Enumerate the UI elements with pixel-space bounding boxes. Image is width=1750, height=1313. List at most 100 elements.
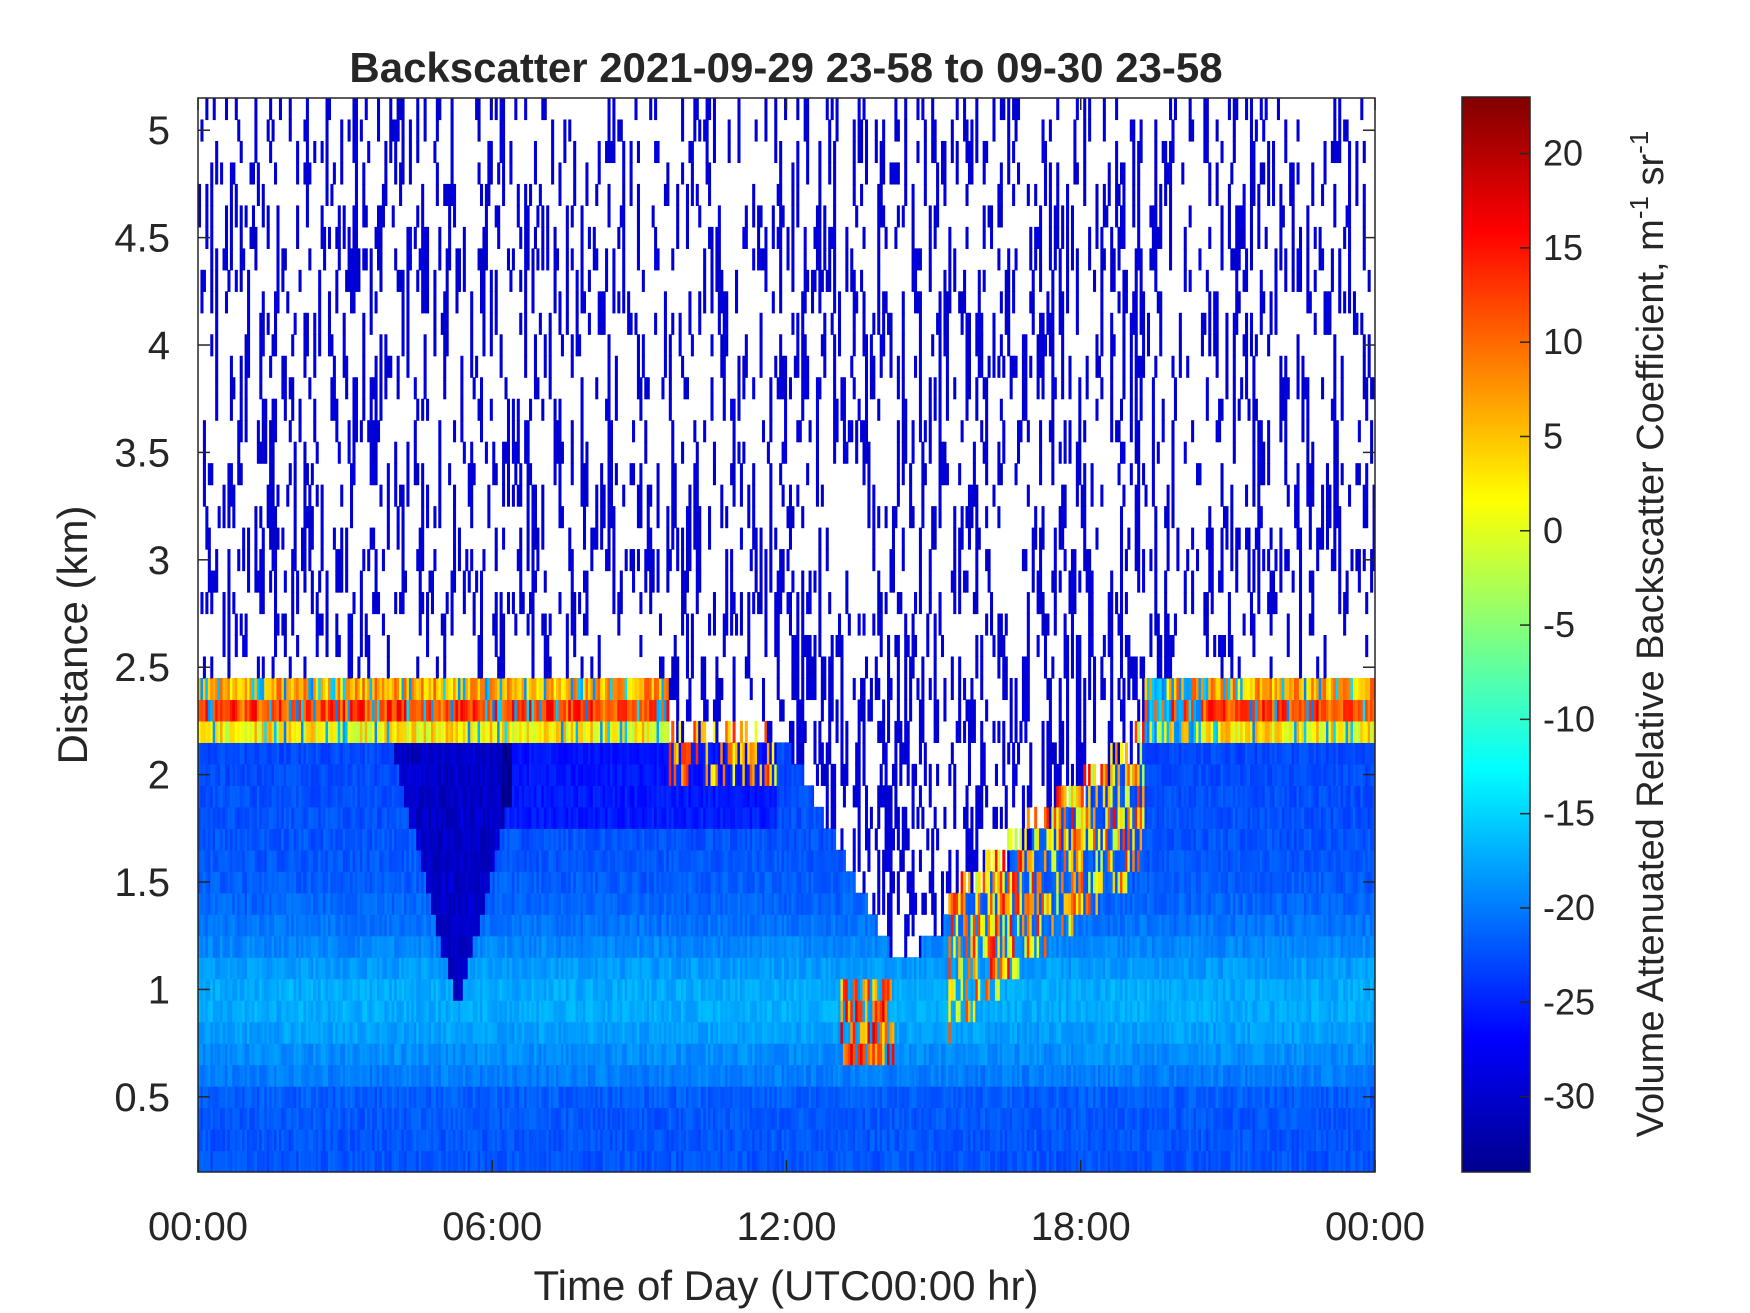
- heatmap-cell: [281, 613, 285, 636]
- heatmap-cell: [597, 742, 601, 765]
- heatmap-cell: [269, 978, 273, 1001]
- heatmap-cell: [408, 1043, 412, 1066]
- heatmap-cell: [227, 570, 231, 593]
- heatmap-cell: [394, 785, 398, 808]
- heatmap-cell: [430, 677, 434, 701]
- heatmap-cell: [582, 763, 587, 786]
- heatmap-cell: [509, 1064, 513, 1087]
- heatmap-cell: [372, 935, 376, 958]
- heatmap-cell: [364, 613, 368, 636]
- heatmap-cell: [595, 677, 599, 701]
- heatmap-cell: [286, 1021, 290, 1044]
- heatmap-cell: [261, 205, 265, 228]
- heatmap-cell: [602, 914, 606, 937]
- heatmap-cell: [470, 763, 474, 786]
- heatmap-cell: [565, 871, 569, 894]
- heatmap-cell: [278, 1129, 282, 1152]
- heatmap-cell: [521, 763, 525, 786]
- heatmap-cell: [281, 849, 285, 872]
- heatmap-cell: [568, 957, 572, 980]
- heatmap-cell: [374, 355, 378, 378]
- heatmap-cell: [502, 677, 506, 701]
- heatmap-cell: [224, 785, 229, 808]
- heatmap-cell: [310, 1107, 314, 1130]
- heatmap-cell: [249, 892, 253, 915]
- heatmap-cell: [430, 785, 434, 808]
- heatmap-cell: [244, 1043, 248, 1066]
- heatmap-cell: [494, 849, 498, 872]
- heatmap-cell: [536, 720, 540, 743]
- heatmap-cell: [389, 355, 393, 378]
- heatmap-cell: [298, 699, 302, 722]
- heatmap-cell: [487, 1107, 491, 1130]
- heatmap-cell: [582, 828, 587, 851]
- heatmap-cell: [325, 613, 329, 636]
- heatmap-cell: [310, 1064, 314, 1087]
- heatmap-cell: [592, 677, 596, 701]
- heatmap-cell: [502, 119, 506, 142]
- heatmap-cell: [580, 269, 584, 292]
- heatmap-cell: [242, 806, 246, 829]
- heatmap-cell: [570, 205, 574, 228]
- heatmap-cell: [462, 892, 466, 915]
- heatmap-cell: [450, 871, 454, 894]
- heatmap-cell: [462, 849, 466, 872]
- heatmap-cell: [215, 1107, 219, 1130]
- heatmap-cell: [568, 849, 572, 872]
- heatmap-cell: [327, 720, 332, 743]
- heatmap-cell: [367, 914, 371, 937]
- heatmap-cell: [298, 420, 302, 443]
- heatmap-cell: [389, 1000, 393, 1023]
- heatmap-cell: [519, 549, 523, 572]
- heatmap-cell: [200, 269, 204, 292]
- heatmap-cell: [453, 892, 457, 915]
- heatmap-cell: [408, 828, 412, 851]
- heatmap-cell: [413, 1150, 417, 1172]
- heatmap-cell: [269, 420, 273, 443]
- heatmap-cell: [229, 806, 233, 829]
- heatmap-cell: [435, 183, 439, 206]
- heatmap-cell: [288, 98, 292, 121]
- heatmap-cell: [313, 699, 317, 722]
- heatmap-cell: [264, 699, 268, 722]
- heatmap-cell: [403, 828, 408, 851]
- heatmap-cell: [396, 1021, 400, 1044]
- heatmap-cell: [308, 806, 312, 829]
- heatmap-cell: [418, 613, 422, 636]
- heatmap-cell: [224, 742, 229, 765]
- heatmap-cell: [337, 785, 341, 808]
- heatmap-cell: [242, 1021, 246, 1044]
- heatmap-cell: [580, 1107, 584, 1130]
- heatmap-cell: [565, 978, 569, 1001]
- heatmap-cell: [433, 549, 437, 572]
- heatmap-cell: [247, 785, 251, 808]
- heatmap-cell: [428, 699, 432, 722]
- heatmap-cell: [286, 1150, 290, 1172]
- heatmap-cell: [489, 312, 493, 335]
- heatmap-cell: [340, 1129, 344, 1152]
- heatmap-cell: [470, 1064, 474, 1087]
- heatmap-cell: [421, 720, 425, 743]
- heatmap-cell: [423, 377, 427, 400]
- heatmap-cell: [298, 1043, 302, 1066]
- heatmap-cell: [224, 720, 229, 743]
- heatmap-cell: [347, 656, 351, 679]
- heatmap-cell: [413, 226, 417, 249]
- heatmap-cell: [504, 1064, 508, 1087]
- heatmap-cell: [357, 1000, 361, 1023]
- heatmap-cell: [266, 119, 270, 142]
- heatmap-cell: [609, 506, 613, 529]
- heatmap-cell: [274, 291, 278, 314]
- heatmap-cell: [276, 957, 280, 980]
- heatmap-cell: [234, 1107, 238, 1130]
- heatmap-cell: [232, 1107, 236, 1130]
- heatmap-cell: [448, 871, 452, 894]
- heatmap-cell: [242, 849, 246, 872]
- heatmap-cell: [377, 1129, 381, 1152]
- heatmap-cell: [553, 1021, 557, 1044]
- heatmap-cell: [234, 871, 238, 894]
- heatmap-cell: [475, 957, 479, 980]
- heatmap-cell: [283, 1129, 287, 1152]
- heatmap-cell: [551, 119, 555, 142]
- heatmap-cell: [259, 1150, 263, 1172]
